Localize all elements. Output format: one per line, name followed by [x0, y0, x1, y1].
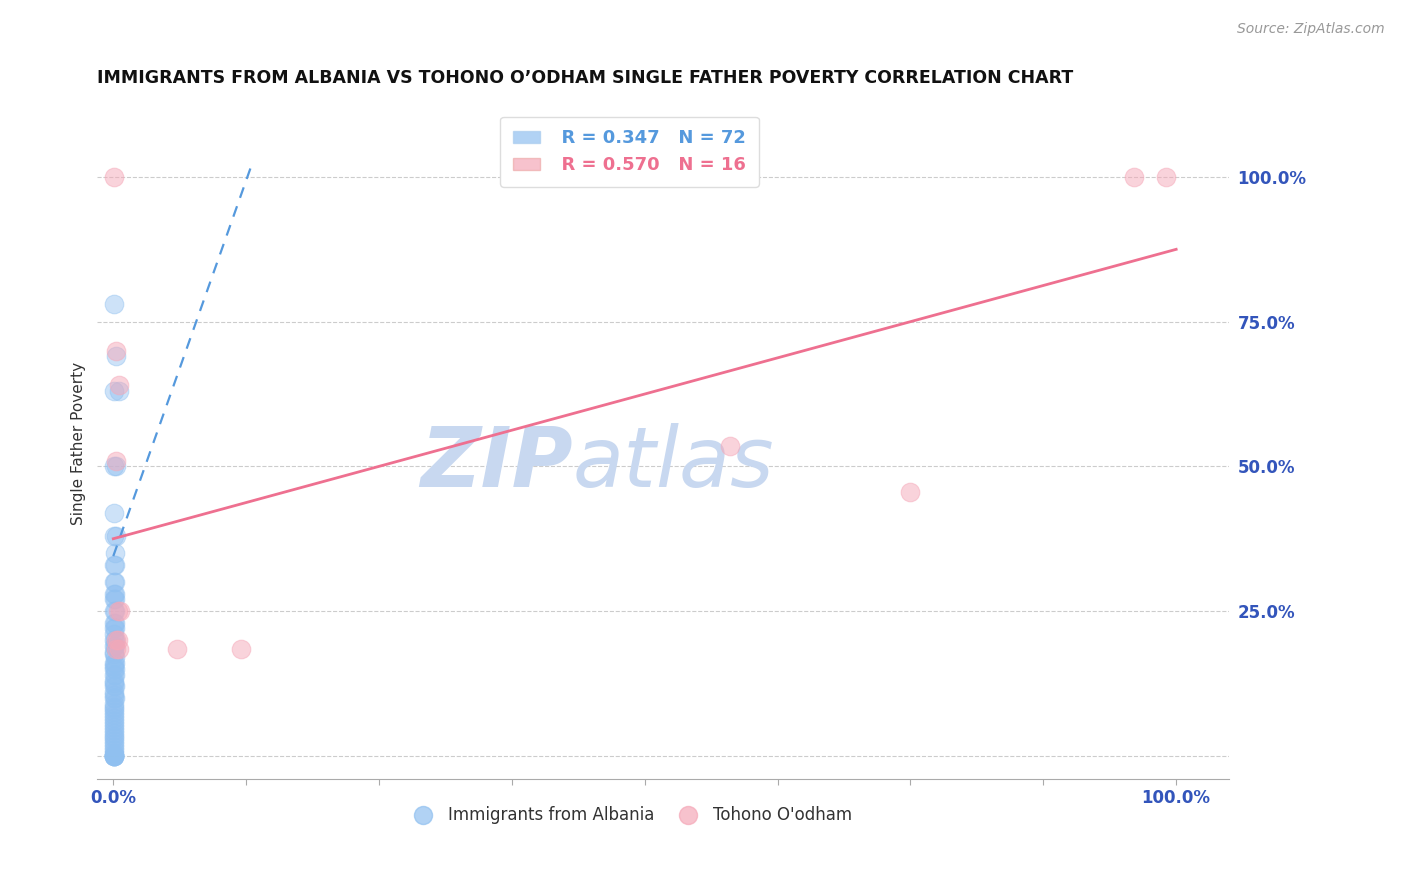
Point — [105, 343, 128, 358]
Point — [103, 604, 125, 618]
Point — [104, 592, 127, 607]
Text: Source: ZipAtlas.com: Source: ZipAtlas.com — [1237, 22, 1385, 37]
Point — [107, 641, 129, 656]
Point — [107, 384, 129, 398]
Point — [103, 688, 125, 702]
Point — [103, 731, 125, 746]
Point — [229, 641, 252, 656]
Point — [718, 439, 741, 453]
Point — [104, 622, 127, 636]
Point — [104, 650, 127, 665]
Point — [103, 725, 125, 739]
Point — [105, 459, 128, 474]
Point — [103, 656, 125, 670]
Point — [107, 378, 129, 392]
Point — [1154, 169, 1177, 184]
Point — [103, 746, 125, 760]
Point — [103, 676, 125, 690]
Point — [104, 656, 127, 670]
Point — [103, 587, 125, 601]
Point — [104, 615, 127, 630]
Point — [103, 723, 125, 737]
Point — [103, 169, 125, 184]
Point — [104, 632, 127, 647]
Point — [104, 679, 127, 693]
Point — [103, 384, 125, 398]
Point — [166, 641, 188, 656]
Point — [103, 717, 125, 731]
Point — [103, 711, 125, 725]
Point — [103, 659, 125, 673]
Point — [103, 748, 125, 763]
Point — [900, 485, 922, 500]
Point — [104, 690, 127, 705]
Point — [104, 604, 127, 618]
Point — [104, 587, 127, 601]
Point — [103, 747, 125, 762]
Point — [103, 662, 125, 676]
Point — [103, 720, 125, 734]
Legend: Immigrants from Albania, Tohono O'odham: Immigrants from Albania, Tohono O'odham — [399, 799, 859, 831]
Point — [105, 529, 128, 543]
Point — [103, 622, 125, 636]
Point — [103, 714, 125, 728]
Point — [104, 575, 127, 590]
Point — [103, 699, 125, 714]
Point — [103, 575, 125, 590]
Point — [103, 679, 125, 693]
Text: atlas: atlas — [572, 423, 775, 504]
Point — [103, 706, 125, 720]
Point — [103, 702, 125, 716]
Point — [103, 748, 125, 763]
Point — [103, 748, 125, 763]
Point — [105, 350, 128, 364]
Point — [103, 648, 125, 662]
Point — [103, 673, 125, 688]
Point — [103, 632, 125, 647]
Point — [104, 546, 127, 560]
Point — [103, 558, 125, 572]
Point — [104, 639, 127, 653]
Point — [103, 690, 125, 705]
Text: IMMIGRANTS FROM ALBANIA VS TOHONO O’ODHAM SINGLE FATHER POVERTY CORRELATION CHAR: IMMIGRANTS FROM ALBANIA VS TOHONO O’ODHA… — [97, 69, 1074, 87]
Point — [1122, 169, 1144, 184]
Text: ZIP: ZIP — [420, 423, 572, 504]
Point — [104, 667, 127, 681]
Point — [103, 734, 125, 748]
Point — [103, 737, 125, 751]
Point — [103, 627, 125, 641]
Point — [104, 662, 127, 676]
Point — [103, 592, 125, 607]
Point — [103, 685, 125, 699]
Point — [108, 604, 131, 618]
Point — [103, 639, 125, 653]
Point — [105, 641, 128, 656]
Point — [103, 529, 125, 543]
Point — [105, 632, 128, 647]
Point — [103, 506, 125, 520]
Point — [103, 644, 125, 658]
Point — [103, 740, 125, 755]
Point — [103, 748, 125, 763]
Y-axis label: Single Father Poverty: Single Father Poverty — [72, 361, 86, 524]
Point — [103, 697, 125, 711]
Point — [105, 453, 128, 467]
Point — [103, 748, 125, 763]
Point — [107, 632, 129, 647]
Point — [103, 708, 125, 723]
Point — [103, 729, 125, 743]
Point — [103, 615, 125, 630]
Point — [103, 667, 125, 681]
Point — [107, 604, 129, 618]
Point — [103, 297, 125, 311]
Point — [103, 459, 125, 474]
Point — [103, 743, 125, 757]
Point — [103, 748, 125, 763]
Point — [104, 558, 127, 572]
